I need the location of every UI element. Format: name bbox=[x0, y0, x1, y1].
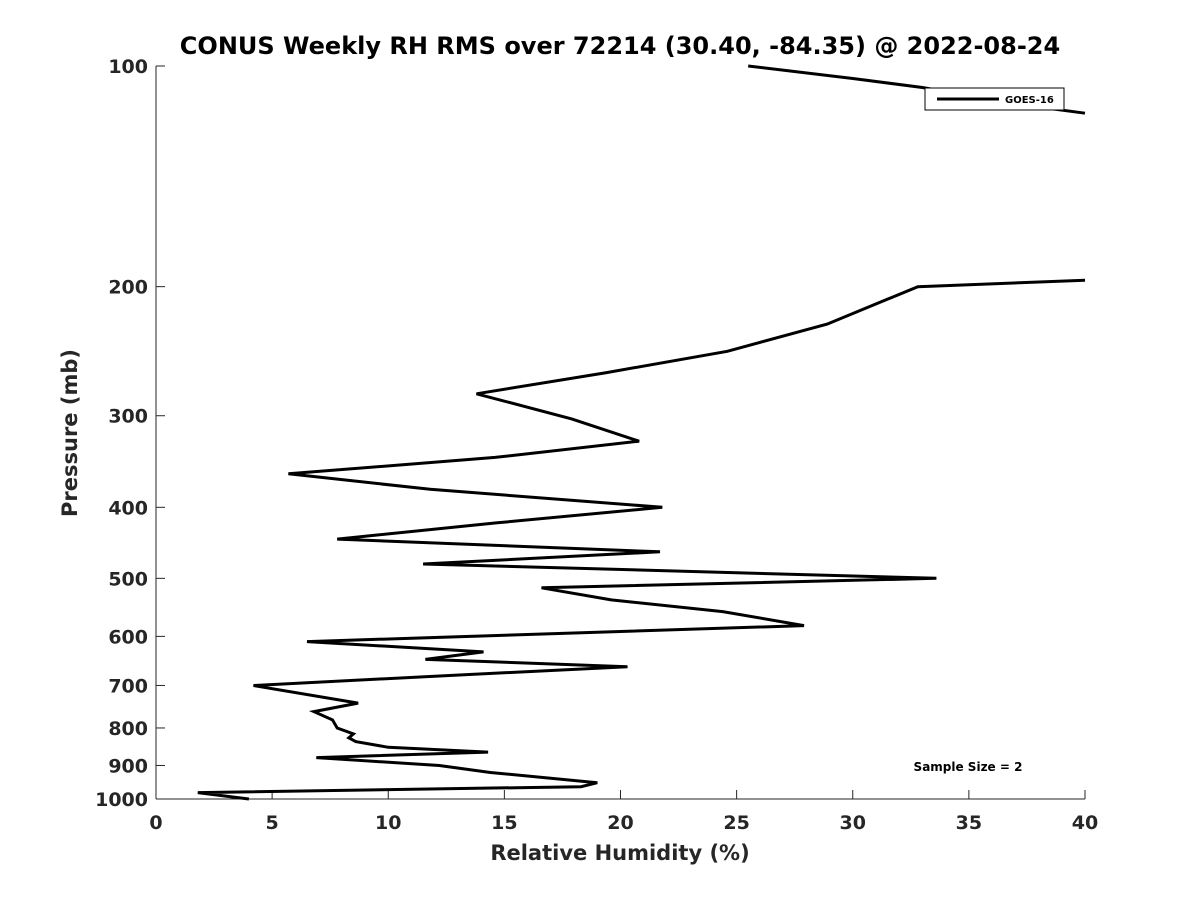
y-tick-label: 1000 bbox=[95, 789, 148, 811]
x-axis-label: Relative Humidity (%) bbox=[490, 841, 749, 865]
x-tick-label: 20 bbox=[607, 812, 633, 834]
x-tick-label: 40 bbox=[1072, 812, 1098, 834]
y-tick-label: 700 bbox=[108, 675, 148, 697]
y-tick-label: 500 bbox=[108, 568, 148, 590]
x-tick-label: 35 bbox=[956, 812, 982, 834]
y-tick-label: 200 bbox=[108, 277, 148, 299]
sample-size-annotation: Sample Size = 2 bbox=[914, 760, 1023, 774]
x-tick-label: 10 bbox=[375, 812, 401, 834]
y-tick-label: 400 bbox=[108, 497, 148, 519]
x-tick-label: 0 bbox=[149, 812, 162, 834]
chart-title: CONUS Weekly RH RMS over 72214 (30.40, -… bbox=[180, 32, 1060, 60]
y-tick-label: 600 bbox=[108, 626, 148, 648]
y-axis-label: Pressure (mb) bbox=[58, 349, 82, 517]
legend: GOES-16 bbox=[924, 87, 1065, 111]
series-layer bbox=[197, 64, 1086, 801]
x-tick-label: 30 bbox=[840, 812, 866, 834]
x-tick-label: 5 bbox=[266, 812, 279, 834]
plot-axes: 0 5 10 15 20 25 30 35 40 100 200 300 400 500 600 700 800… bbox=[95, 56, 1098, 834]
legend-label-goes16: GOES-16 bbox=[1005, 95, 1054, 106]
y-tick-label: 300 bbox=[108, 406, 148, 428]
series-line-goes16 bbox=[197, 278, 1086, 801]
x-tick-label: 25 bbox=[723, 812, 749, 834]
y-tick-label: 100 bbox=[108, 56, 148, 78]
y-tick-label: 800 bbox=[108, 718, 148, 740]
x-tick-label: 15 bbox=[491, 812, 517, 834]
y-tick-label: 900 bbox=[108, 755, 148, 777]
